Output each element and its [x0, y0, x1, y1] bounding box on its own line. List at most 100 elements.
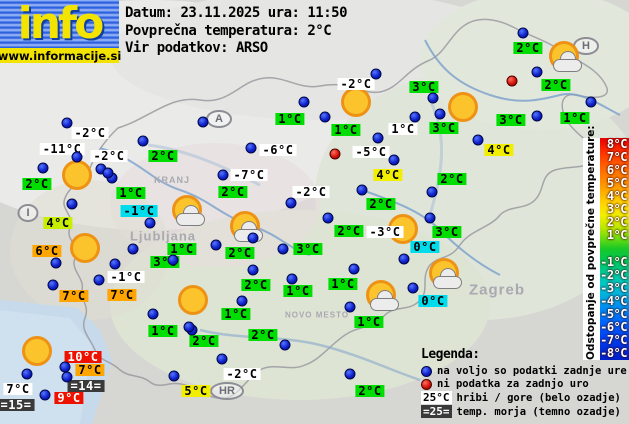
station-temp-label: 1°C	[116, 187, 146, 199]
station-temp-label: =14=	[67, 380, 105, 392]
logo-informacije[interactable]: info www.informacije.si	[0, 0, 122, 63]
sun-cloud-icon	[364, 278, 400, 314]
station-temp-label: -3°C	[366, 226, 404, 238]
deviation-scale-title: Odstopanje od povprečne temperature:	[585, 125, 597, 360]
station-temp-label: 3°C	[409, 81, 439, 93]
deviation-scale-label: 2°C	[606, 215, 628, 230]
station-dot-blue	[426, 186, 438, 198]
station-dot-blue	[298, 96, 310, 108]
station-temp-label: 3°C	[429, 122, 459, 134]
station-temp-label: -5°C	[352, 146, 390, 158]
station-dot-blue	[50, 257, 62, 269]
station-temp-label: -1°C	[120, 205, 158, 217]
station-dot-blue	[344, 368, 356, 380]
header-info: Datum: 23.11.2025 ura: 11:50 Povprečna t…	[125, 5, 348, 58]
deviation-scale-label: 6°C	[606, 163, 628, 178]
station-dot-blue	[285, 197, 297, 209]
city-label: Ljubljana	[129, 228, 197, 244]
station-dot-blue	[21, 368, 33, 380]
legend-row-text: ni podatka za zadnjo uro	[437, 378, 589, 390]
deviation-scale-label: -2°C	[600, 267, 627, 282]
station-dot-blue	[286, 273, 298, 285]
station-dot-blue	[144, 217, 156, 229]
station-dot-blue	[370, 68, 382, 80]
city-label: KRANJ	[153, 175, 191, 185]
deviation-scale-label: -5°C	[600, 306, 627, 321]
station-dot-blue	[168, 370, 180, 382]
deviation-scale-label: -4°C	[600, 293, 627, 308]
legend-row: ni podatka za zadnjo uro	[421, 378, 627, 390]
deviation-scale-gradient: 8°C 7°C 6°C 5°C 4°C 3°C 2°C 1°C -1°C -2°C -3°C -4°C…	[600, 137, 629, 360]
station-temp-label: -2°C	[292, 186, 330, 198]
station-temp-label: 1°C	[167, 243, 197, 255]
legend-row: 25°C hribi / gore (belo ozadje)	[421, 391, 627, 404]
sun-icon	[20, 334, 56, 370]
station-temp-label: 3°C	[496, 114, 526, 126]
station-dot-blue	[147, 308, 159, 320]
deviation-scale-label: 5°C	[606, 176, 628, 191]
station-dot-blue	[344, 301, 356, 313]
station-temp-label: =15=	[0, 399, 35, 411]
station-dot-blue	[210, 239, 222, 251]
legend-row-text: hribi / gore (belo ozadje)	[456, 391, 621, 404]
blue-dot-icon	[421, 365, 432, 377]
station-temp-label: 2°C	[366, 198, 396, 210]
station-temp-label: 10°C	[64, 351, 102, 363]
station-temp-label: 2°C	[225, 247, 255, 259]
station-dot-blue	[472, 134, 484, 146]
country-marker: I	[17, 204, 39, 222]
station-dot-blue	[348, 263, 360, 275]
station-temp-label: 1°C	[283, 285, 313, 297]
station-dot-blue	[71, 151, 83, 163]
red-dot-icon	[421, 378, 432, 390]
station-dot-blue	[102, 167, 114, 179]
station-temp-label: -2°C	[90, 150, 128, 162]
station-temp-label: 2°C	[541, 79, 571, 91]
sun-cloud-icon	[547, 39, 583, 75]
sun-cloud-icon	[228, 209, 264, 245]
station-temp-label: -1°C	[107, 271, 145, 283]
station-dot-blue	[319, 111, 331, 123]
station-dot-blue	[236, 295, 248, 307]
sun-icon	[176, 283, 212, 319]
station-temp-label: 0°C	[418, 295, 448, 307]
country-marker: A	[206, 110, 232, 128]
deviation-scale-label: 1°C	[606, 228, 628, 243]
station-temp-label: 2°C	[218, 186, 248, 198]
station-dot-blue	[39, 389, 51, 401]
legend-row: =25= temp. morja (temno ozadje)	[421, 405, 627, 418]
station-temp-label: 2°C	[248, 329, 278, 341]
station-temp-label: 2°C	[189, 335, 219, 347]
station-dot-blue	[109, 258, 121, 270]
station-temp-label: 9°C	[54, 392, 84, 404]
sun-icon	[60, 158, 96, 194]
station-dot-blue	[217, 169, 229, 181]
legend-row-text: temp. morja (temno ozadje)	[456, 405, 621, 418]
city-label: Zagreb	[468, 281, 526, 299]
deviation-scale-label: 7°C	[606, 150, 628, 165]
station-dot-blue	[61, 371, 73, 383]
deviation-scale-label: 3°C	[606, 202, 628, 217]
station-dot-blue	[279, 339, 291, 351]
station-dot-blue	[434, 108, 446, 120]
station-temp-label: 1°C	[388, 123, 418, 135]
morje-sample-box: =25=	[421, 405, 452, 418]
station-dot-blue	[531, 110, 543, 122]
station-dot-blue	[424, 212, 436, 224]
station-dot-blue	[277, 243, 289, 255]
station-dot-blue	[37, 162, 49, 174]
station-temp-label: 4°C	[484, 144, 514, 156]
station-temp-label: 1°C	[560, 112, 590, 124]
header-date-line: Datum: 23.11.2025 ura: 11:50	[125, 5, 348, 21]
header-source-line: Vir podatkov: ARSO	[125, 40, 268, 56]
deviation-scale-label: -6°C	[600, 319, 627, 334]
logo-word: info	[17, 0, 105, 49]
logo-url-link[interactable]: www.informacije.si	[0, 48, 122, 63]
station-temp-label: 2°C	[437, 173, 467, 185]
station-temp-label: 3°C	[432, 226, 462, 238]
station-dot-blue	[388, 154, 400, 166]
station-temp-label: 2°C	[148, 150, 178, 162]
station-dot-blue	[585, 96, 597, 108]
deviation-scale-label: 8°C	[606, 137, 628, 151]
deviation-scale-label: 4°C	[606, 189, 628, 204]
